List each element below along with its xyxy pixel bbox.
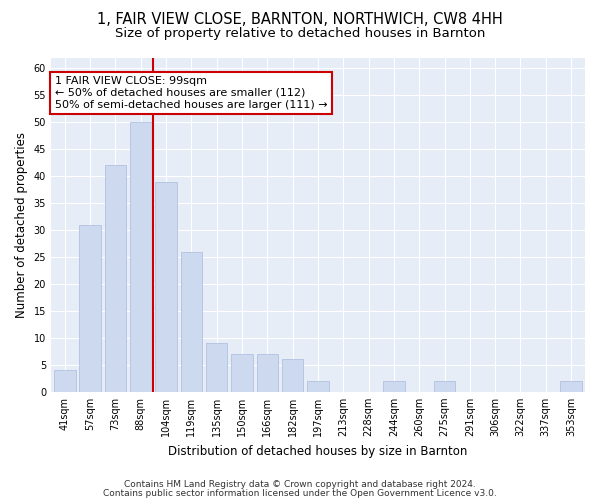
Bar xyxy=(560,381,582,392)
Bar xyxy=(257,354,278,392)
Bar xyxy=(307,381,329,392)
Bar xyxy=(130,122,152,392)
Text: Size of property relative to detached houses in Barnton: Size of property relative to detached ho… xyxy=(115,28,485,40)
Bar xyxy=(181,252,202,392)
Bar xyxy=(383,381,404,392)
Bar xyxy=(282,360,304,392)
Text: Contains HM Land Registry data © Crown copyright and database right 2024.: Contains HM Land Registry data © Crown c… xyxy=(124,480,476,489)
Text: 1 FAIR VIEW CLOSE: 99sqm
← 50% of detached houses are smaller (112)
50% of semi-: 1 FAIR VIEW CLOSE: 99sqm ← 50% of detach… xyxy=(55,76,328,110)
Bar xyxy=(79,224,101,392)
X-axis label: Distribution of detached houses by size in Barnton: Distribution of detached houses by size … xyxy=(168,444,467,458)
Text: Contains public sector information licensed under the Open Government Licence v3: Contains public sector information licen… xyxy=(103,488,497,498)
Bar xyxy=(54,370,76,392)
Bar xyxy=(434,381,455,392)
Bar xyxy=(206,344,227,392)
Bar xyxy=(105,166,126,392)
Y-axis label: Number of detached properties: Number of detached properties xyxy=(15,132,28,318)
Bar xyxy=(231,354,253,392)
Bar xyxy=(155,182,177,392)
Text: 1, FAIR VIEW CLOSE, BARNTON, NORTHWICH, CW8 4HH: 1, FAIR VIEW CLOSE, BARNTON, NORTHWICH, … xyxy=(97,12,503,28)
